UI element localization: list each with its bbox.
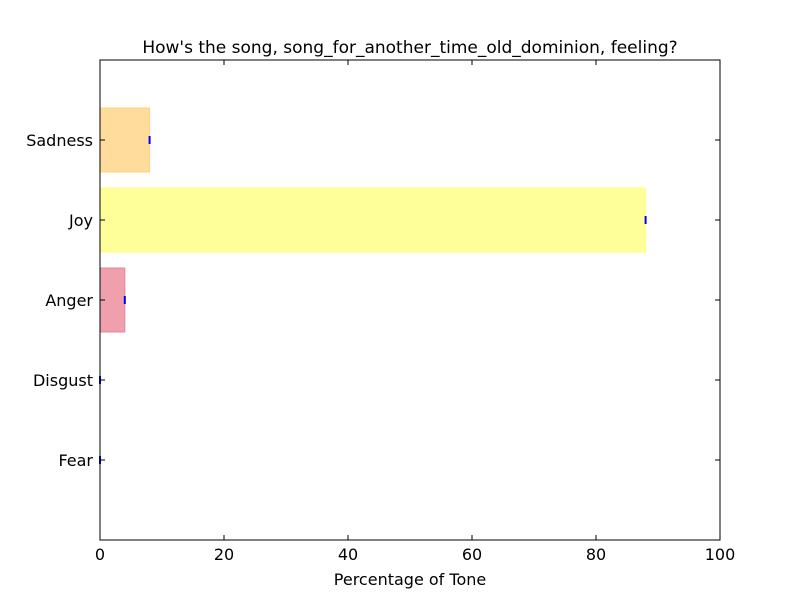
bar-joy [99, 187, 647, 253]
x-tick-label: 100 [705, 545, 736, 564]
y-tick-label-anger: Anger [45, 291, 93, 310]
x-tick-label: 0 [95, 545, 105, 564]
y-tick-label-fear: Fear [58, 451, 93, 470]
x-tick-label: 80 [586, 545, 606, 564]
x-axis-label: Percentage of Tone [334, 570, 486, 589]
x-axis-ticks: 0 20 40 60 80 100 [95, 60, 735, 564]
chart-title: How's the song, song_for_another_time_ol… [142, 38, 677, 58]
x-tick-label: 20 [214, 545, 234, 564]
marker-group [99, 136, 647, 464]
y-tick-label-joy: Joy [68, 211, 93, 230]
value-marker-anger [123, 296, 126, 304]
value-marker-sadness [148, 136, 151, 144]
y-axis-ticks: Fear Disgust Anger Joy Sadness [26, 131, 720, 470]
plot-frame [99, 59, 721, 541]
value-marker-joy [644, 216, 647, 224]
x-tick-label: 40 [338, 545, 358, 564]
bar-sadness [99, 107, 151, 173]
x-tick-label: 60 [462, 545, 482, 564]
y-tick-label-sadness: Sadness [26, 131, 93, 150]
bar-group [99, 107, 647, 333]
y-tick-label-disgust: Disgust [33, 371, 93, 390]
